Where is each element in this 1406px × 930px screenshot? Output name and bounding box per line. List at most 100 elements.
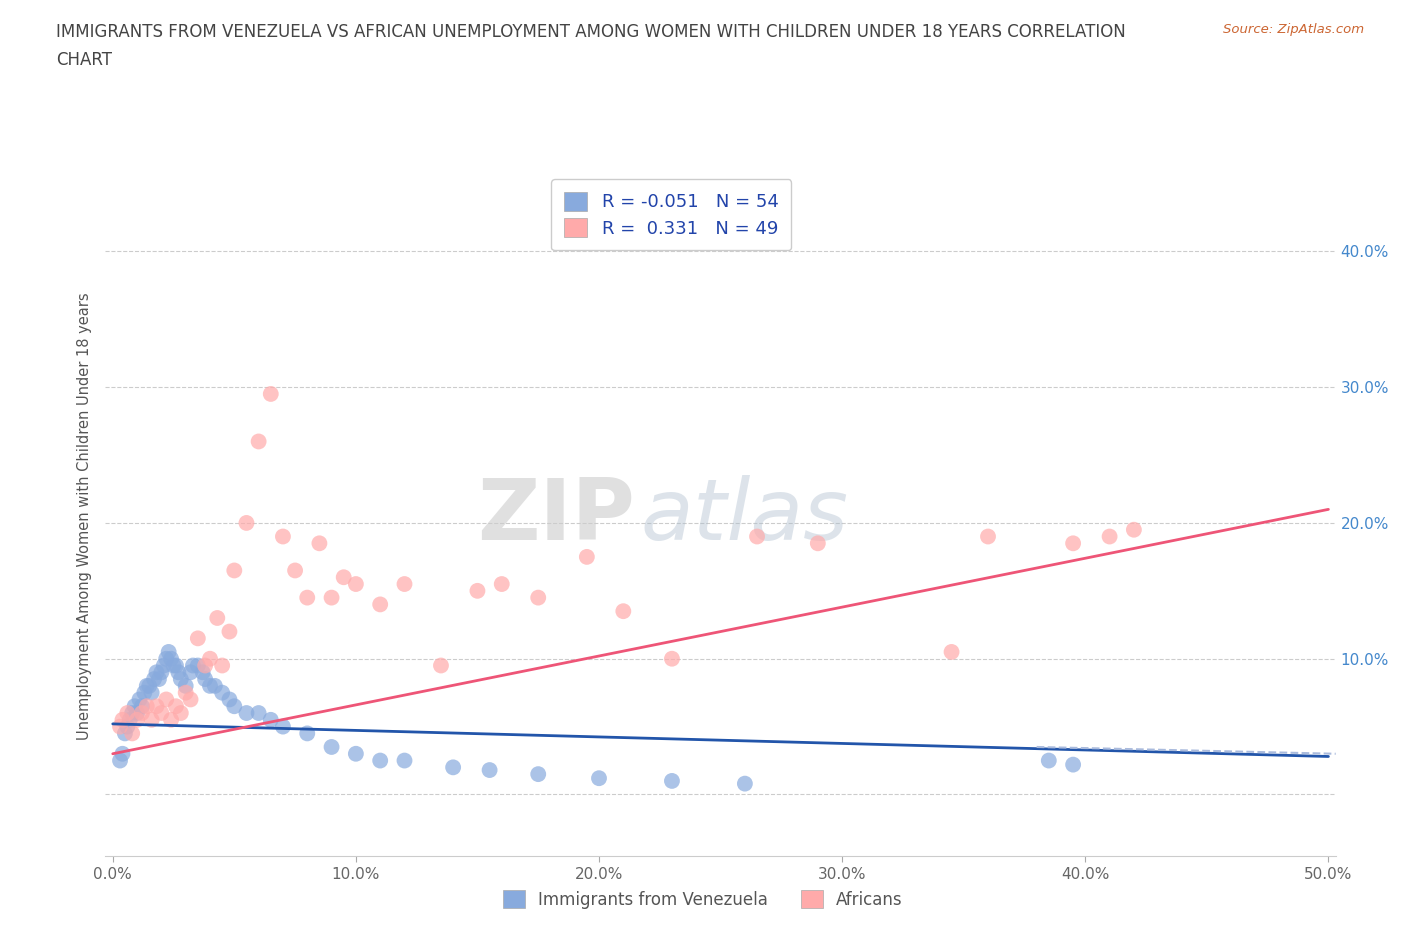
Point [121, 706, 143, 721]
Point [297, 591, 319, 605]
Point [150, 706, 173, 721]
Point [284, 563, 307, 578]
Point [1038, 753, 1060, 768]
Point [191, 665, 214, 680]
Point [187, 658, 209, 673]
Point [125, 706, 148, 721]
Point [108, 719, 131, 734]
Point [321, 739, 343, 754]
Point [308, 536, 330, 551]
Point [165, 658, 187, 673]
Point [478, 763, 501, 777]
Point [235, 515, 257, 530]
Point [165, 698, 187, 713]
Point [145, 698, 167, 713]
Point [135, 679, 157, 694]
Point [467, 583, 489, 598]
Point [155, 692, 177, 707]
Point [181, 658, 204, 673]
Point [235, 706, 257, 721]
Point [224, 698, 246, 713]
Point [344, 746, 367, 761]
Point [745, 529, 768, 544]
Point [207, 611, 229, 626]
Text: CHART: CHART [56, 51, 112, 69]
Point [1062, 536, 1084, 551]
Point [194, 671, 217, 686]
Point [174, 685, 197, 700]
Point [1098, 529, 1121, 544]
Point [211, 685, 233, 700]
Point [117, 719, 139, 734]
Point [170, 706, 193, 721]
Point [118, 712, 141, 727]
Point [121, 726, 143, 741]
Point [260, 712, 283, 727]
Text: IMMIGRANTS FROM VENEZUELA VS AFRICAN UNEMPLOYMENT AMONG WOMEN WITH CHILDREN UNDE: IMMIGRANTS FROM VENEZUELA VS AFRICAN UNE… [56, 23, 1126, 41]
Point [194, 658, 217, 673]
Point [368, 753, 391, 768]
Point [394, 577, 416, 591]
Point [108, 753, 131, 768]
Point [271, 719, 294, 734]
Point [187, 631, 209, 645]
Point [430, 658, 453, 673]
Point [162, 658, 184, 673]
Point [135, 698, 157, 713]
Point [170, 671, 193, 686]
Point [131, 698, 153, 713]
Point [198, 679, 221, 694]
Point [125, 712, 148, 727]
Point [157, 644, 180, 659]
Point [321, 591, 343, 605]
Point [575, 550, 598, 565]
Point [174, 679, 197, 694]
Point [153, 658, 176, 673]
Text: atlas: atlas [641, 474, 849, 558]
Point [218, 624, 240, 639]
Point [344, 577, 367, 591]
Point [368, 597, 391, 612]
Point [131, 706, 153, 721]
Point [167, 665, 190, 680]
Point [138, 679, 160, 694]
Point [661, 774, 683, 789]
Point [1122, 523, 1144, 538]
Point [143, 671, 166, 686]
Point [977, 529, 1000, 544]
Point [612, 604, 634, 618]
Point [271, 529, 294, 544]
Text: ZIP: ZIP [477, 474, 634, 558]
Point [111, 746, 134, 761]
Point [661, 651, 683, 666]
Point [134, 685, 156, 700]
Point [1062, 757, 1084, 772]
Point [441, 760, 464, 775]
Point [160, 651, 183, 666]
Point [297, 726, 319, 741]
Point [111, 712, 134, 727]
Point [332, 570, 354, 585]
Point [588, 771, 610, 786]
Point [180, 692, 202, 707]
Point [247, 706, 270, 721]
Point [117, 706, 139, 721]
Legend: R = -0.051   N = 54, R =  0.331   N = 49: R = -0.051 N = 54, R = 0.331 N = 49 [551, 179, 792, 250]
Point [807, 536, 830, 551]
Point [128, 692, 150, 707]
Point [141, 712, 163, 727]
Y-axis label: Unemployment Among Women with Children Under 18 years: Unemployment Among Women with Children U… [77, 292, 93, 740]
Point [204, 679, 226, 694]
Point [394, 753, 416, 768]
Point [148, 671, 170, 686]
Text: Source: ZipAtlas.com: Source: ZipAtlas.com [1223, 23, 1364, 36]
Point [198, 651, 221, 666]
Point [491, 577, 513, 591]
Point [160, 712, 183, 727]
Point [180, 665, 202, 680]
Point [155, 651, 177, 666]
Point [141, 685, 163, 700]
Point [260, 387, 283, 402]
Legend: Immigrants from Venezuela, Africans: Immigrants from Venezuela, Africans [495, 882, 911, 917]
Point [247, 434, 270, 449]
